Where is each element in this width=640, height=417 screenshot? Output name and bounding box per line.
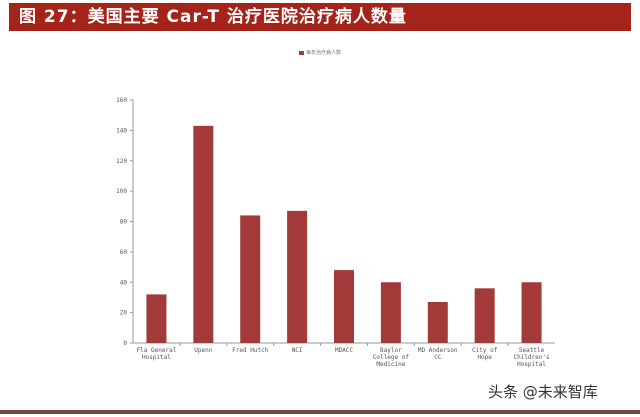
legend: 每年治疗病人数 [0, 49, 640, 56]
x-tick-label: Fred Hutch [232, 347, 269, 354]
bar [193, 125, 214, 343]
x-tick-label: Baylor College of Medicine [373, 347, 410, 368]
legend-swatch [298, 50, 304, 55]
bottom-rule [0, 410, 640, 414]
watermark: 头条 @未来智库 [488, 383, 598, 401]
x-tick-label: MDACC [335, 347, 353, 354]
y-tick-label: 20 [120, 310, 128, 317]
y-tick-label: 80 [120, 219, 128, 226]
y-tick-label: 160 [116, 97, 127, 104]
bar [427, 301, 448, 343]
x-tick-label: Upenn [194, 347, 212, 354]
bar [146, 294, 167, 343]
y-tick-label: 0 [123, 340, 127, 347]
y-tick-label: 120 [116, 158, 127, 165]
y-tick-label: 140 [116, 127, 127, 134]
legend-label: 每年治疗病人数 [305, 50, 341, 56]
x-tick-label: Fla General Hospital [137, 347, 177, 361]
y-tick-label: 40 [120, 279, 128, 286]
bar [380, 282, 401, 343]
x-tick-label: City of Hope [472, 347, 498, 361]
bar [240, 215, 261, 343]
y-tick-label: 100 [116, 188, 127, 195]
bar [287, 210, 308, 343]
bar [521, 282, 542, 343]
x-tick-label: NCI [292, 347, 303, 354]
x-tick-label: MD Anderson CC [418, 347, 458, 361]
bar [334, 270, 354, 343]
x-tick-label: Seattle Children's Hospital [513, 347, 550, 368]
figure-title: 图 27：美国主要 Car-T 治疗医院治疗病人数量 [9, 3, 631, 31]
bar [474, 288, 495, 343]
y-tick-label: 60 [120, 249, 128, 256]
